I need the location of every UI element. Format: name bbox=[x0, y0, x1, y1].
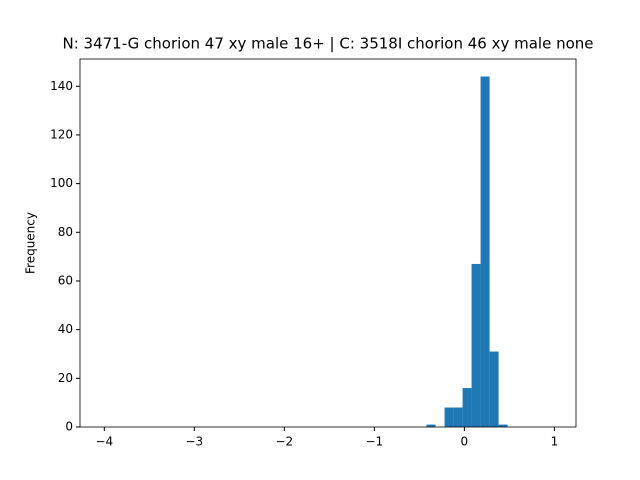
x-tick-label: 0 bbox=[461, 435, 469, 449]
x-tick-label: −3 bbox=[185, 435, 203, 449]
x-tick-label: −2 bbox=[275, 435, 293, 449]
bar bbox=[489, 351, 499, 427]
y-tick-label: 80 bbox=[58, 225, 73, 239]
chart-title: N: 3471-G chorion 47 xy male 16+ | C: 35… bbox=[62, 35, 593, 53]
y-tick-label: 100 bbox=[50, 176, 73, 190]
y-tick-label: 60 bbox=[58, 273, 73, 287]
y-tick-label: 40 bbox=[58, 322, 73, 336]
bar bbox=[480, 76, 490, 428]
bar bbox=[462, 388, 472, 427]
x-tick-label: −1 bbox=[366, 435, 384, 449]
y-tick-label: 120 bbox=[50, 127, 73, 141]
bar bbox=[444, 407, 454, 427]
bar bbox=[453, 407, 463, 427]
bar bbox=[471, 263, 481, 427]
bar bbox=[498, 424, 508, 427]
y-tick-label: 20 bbox=[58, 371, 73, 385]
x-tick-label: 1 bbox=[551, 435, 559, 449]
bar bbox=[426, 424, 436, 427]
plot-frame bbox=[79, 58, 577, 428]
x-tick-label: −4 bbox=[95, 435, 113, 449]
y-tick-label: 0 bbox=[65, 420, 73, 434]
y-tick-label: 140 bbox=[50, 79, 73, 93]
y-axis-label: Frequency bbox=[24, 212, 38, 274]
